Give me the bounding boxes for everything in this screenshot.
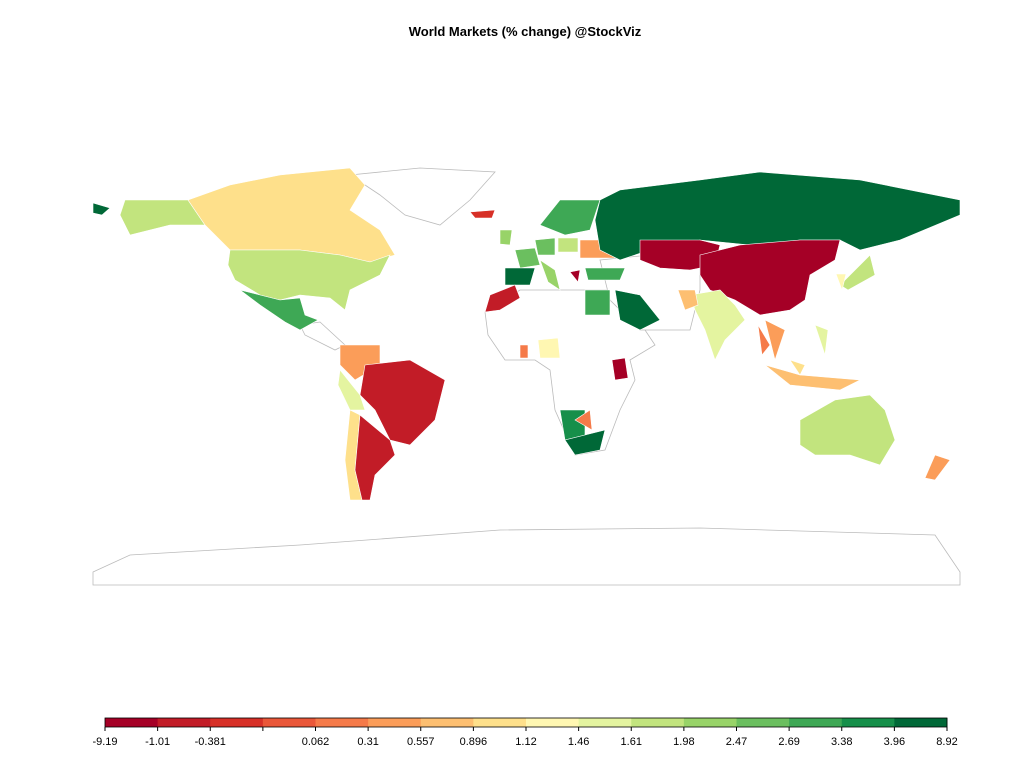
legend-label: 8.92	[936, 736, 957, 748]
country	[924, 454, 951, 481]
country	[569, 269, 581, 283]
legend-label: 3.96	[884, 736, 905, 748]
country	[354, 414, 396, 501]
country	[584, 289, 611, 316]
country	[839, 254, 876, 291]
country	[594, 171, 961, 261]
country	[814, 324, 829, 356]
legend-swatch	[368, 718, 422, 727]
legend-label: 2.69	[778, 736, 799, 748]
country	[359, 359, 446, 446]
legend-swatch	[210, 718, 264, 727]
country	[677, 289, 699, 311]
legend-label: 0.557	[407, 736, 435, 748]
country	[564, 429, 606, 456]
country	[757, 324, 771, 356]
legend-label: 0.062	[302, 736, 330, 748]
legend-label: 1.61	[621, 736, 642, 748]
legend-swatch	[683, 718, 737, 727]
legend-swatch	[315, 718, 369, 727]
legend-swatch	[262, 718, 316, 727]
country	[504, 267, 536, 286]
country	[227, 249, 391, 311]
legend-label: 0.31	[357, 736, 378, 748]
legend-swatch	[526, 718, 580, 727]
legend-swatch	[736, 718, 790, 727]
country	[92, 202, 111, 216]
country	[799, 394, 896, 466]
country	[689, 289, 746, 361]
legend-swatch	[841, 718, 895, 727]
antarctica	[92, 527, 961, 586]
country	[835, 273, 847, 292]
country	[789, 359, 806, 376]
country	[539, 199, 601, 236]
legend-swatch	[157, 718, 211, 727]
legend: -9.19 -1.01 -0.381 0.062 0.31 0.557 0.896 1.12 1…	[92, 717, 958, 748]
legend-swatch	[105, 718, 159, 727]
legend-label: 3.38	[831, 736, 852, 748]
country	[469, 209, 496, 219]
country	[614, 289, 661, 331]
country	[557, 237, 579, 253]
base-land	[92, 167, 961, 586]
legend-label: -1.01	[145, 736, 170, 748]
legend-swatch	[578, 718, 632, 727]
country	[574, 409, 593, 431]
legend-swatch	[894, 718, 948, 727]
country	[584, 267, 626, 281]
legend-label: -9.19	[92, 736, 117, 748]
country	[484, 284, 521, 313]
country	[514, 247, 541, 269]
legend-label: -0.381	[195, 736, 226, 748]
country	[519, 344, 529, 359]
country	[699, 239, 841, 316]
country	[534, 237, 556, 256]
legend-label: 2.47	[726, 736, 747, 748]
legend-label: 1.98	[673, 736, 694, 748]
country	[537, 337, 561, 359]
legend-swatch	[473, 718, 527, 727]
country	[239, 289, 319, 331]
country	[764, 319, 786, 362]
country	[611, 357, 629, 381]
map-title: World Markets (% change) @StockViz	[409, 24, 642, 39]
legend-swatch	[631, 718, 685, 727]
countries	[92, 167, 961, 501]
country	[337, 369, 366, 411]
country	[499, 229, 513, 246]
country	[764, 364, 862, 391]
legend-swatch	[420, 718, 474, 727]
legend-label: 1.12	[515, 736, 536, 748]
greenland	[348, 167, 496, 226]
legend-label: 0.896	[460, 736, 488, 748]
legend-swatch	[789, 718, 843, 727]
country	[559, 409, 586, 441]
legend-label: 1.46	[568, 736, 589, 748]
country	[539, 259, 561, 291]
